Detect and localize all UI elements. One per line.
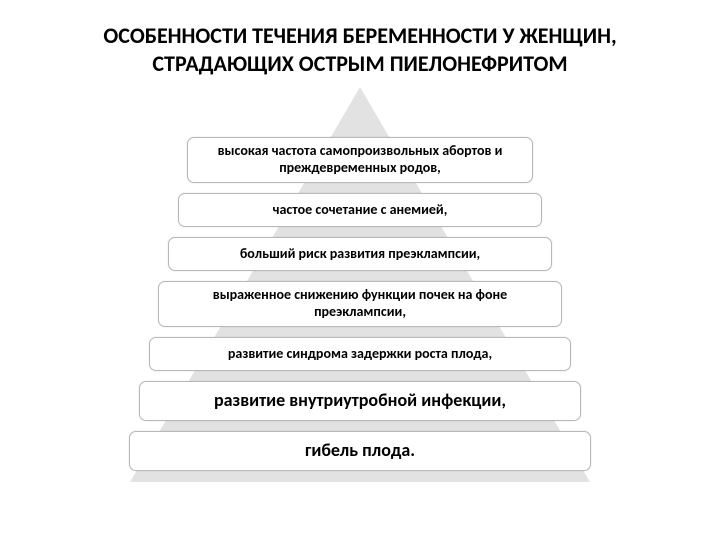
title-line2: СТРАДАЮЩИХ ОСТРЫМ ПИЕЛОНЕФРИТОМ [20, 50, 700, 78]
pyramid-stage: высокая частота самопроизвольных абортов… [0, 87, 720, 527]
pyramid-item-4: развитие синдрома задержки роста плода, [149, 337, 571, 371]
page-title: ОСОБЕННОСТИ ТЕЧЕНИЯ БЕРЕМЕННОСТИ У ЖЕНЩИ… [0, 0, 720, 87]
pyramid-item-3: выраженное снижению функции почек на фон… [158, 281, 562, 327]
pyramid-item-5: развитие внутриутробной инфекции, [139, 381, 581, 421]
pyramid-item-6: гибель плода. [129, 431, 591, 471]
pyramid-item-3-text: выраженное снижению функции почек на фон… [169, 287, 551, 320]
pyramid-item-2: больший риск развития преэклампсии, [168, 237, 552, 271]
pyramid-item-1: частое сочетание с анемией, [178, 193, 542, 227]
pyramid-item-1-text: частое сочетание с анемией, [273, 202, 448, 219]
pyramid-item-2-text: больший риск развития преэклампсии, [240, 246, 480, 263]
pyramid-item-0: высокая частота самопроизвольных абортов… [187, 137, 533, 183]
title-line1: ОСОБЕННОСТИ ТЕЧЕНИЯ БЕРЕМЕННОСТИ У ЖЕНЩИ… [20, 22, 700, 50]
pyramid-item-6-text: гибель плода. [305, 440, 415, 461]
pyramid-item-5-text: развитие внутриутробной инфекции, [214, 390, 506, 411]
pyramid-item-0-text: высокая частота самопроизвольных абортов… [198, 143, 522, 176]
pyramid-item-4-text: развитие синдрома задержки роста плода, [228, 346, 492, 363]
